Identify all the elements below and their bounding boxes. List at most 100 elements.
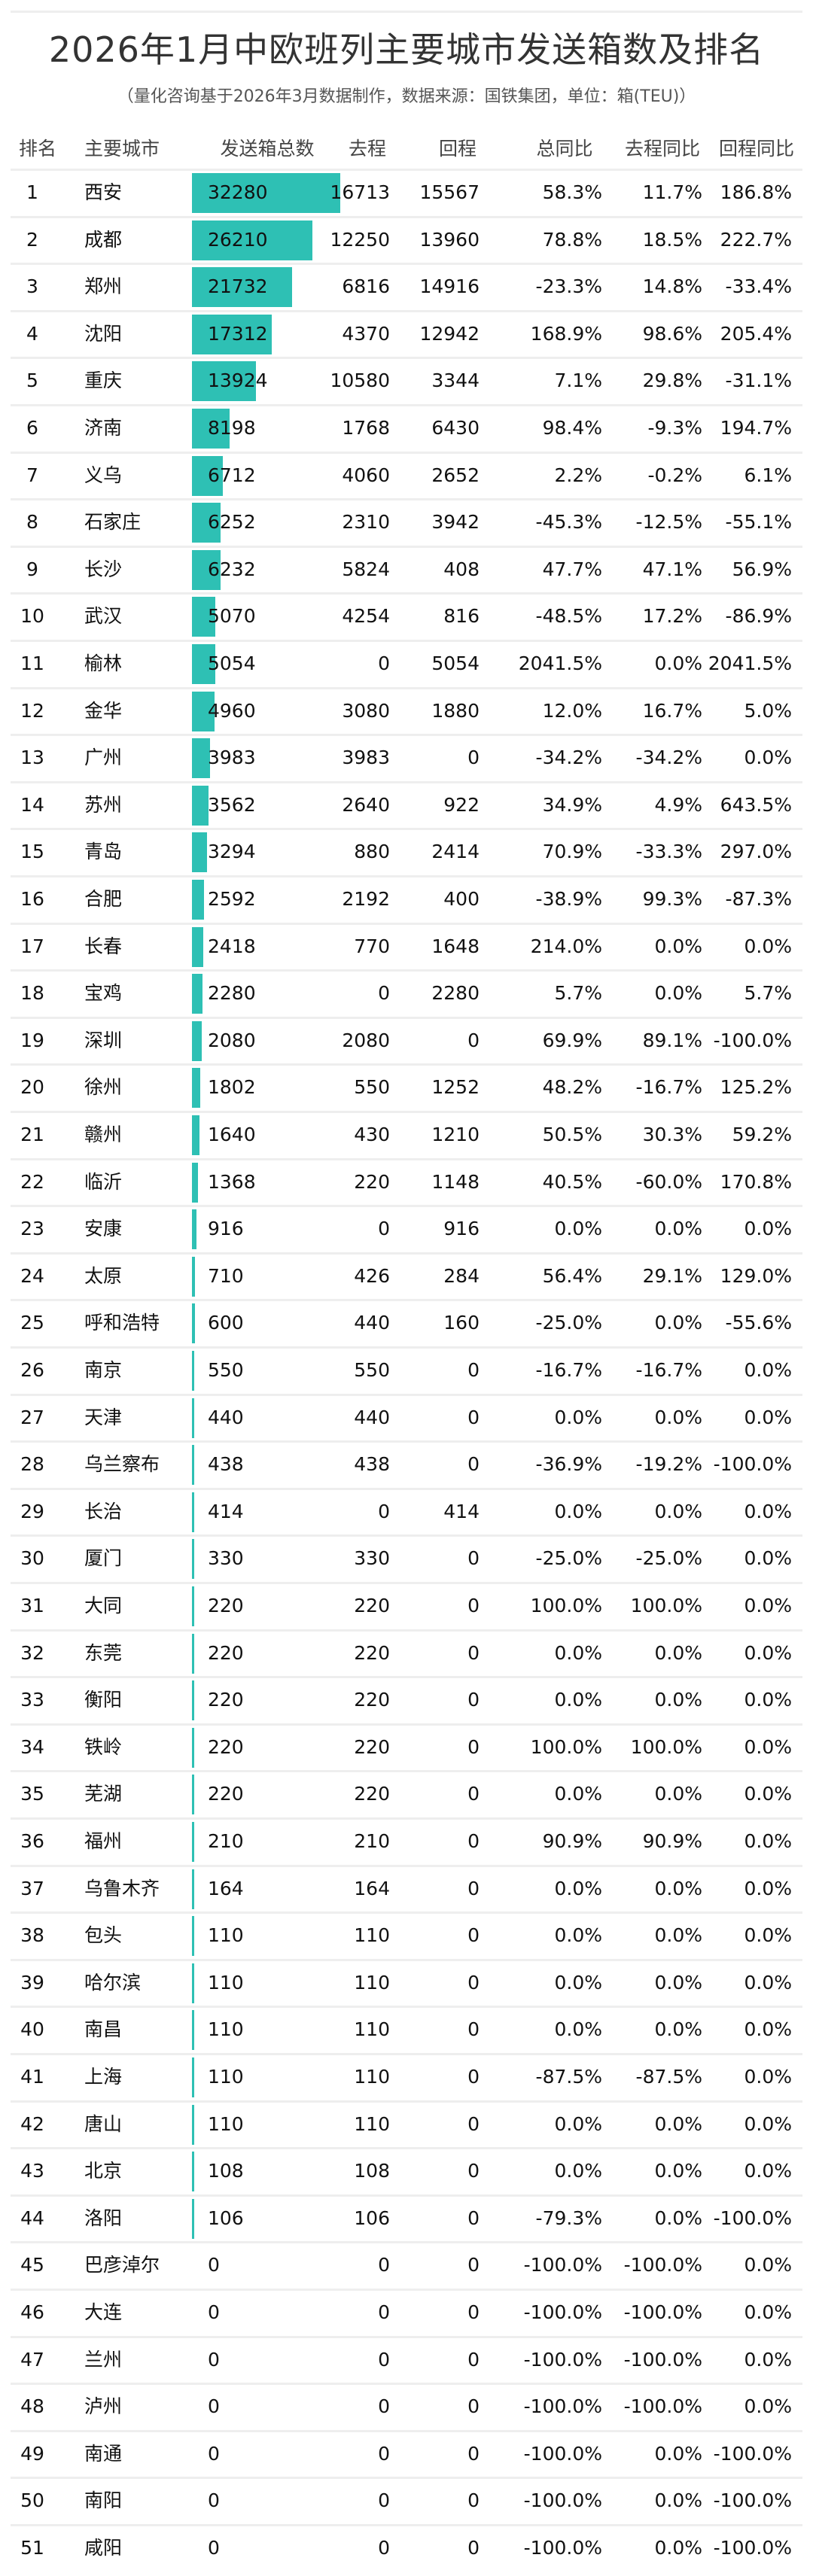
cell-outbound: 0 bbox=[378, 2442, 390, 2465]
cell-inbound: 3344 bbox=[431, 370, 480, 392]
total-bar bbox=[192, 455, 223, 496]
cell-city: 长沙 bbox=[84, 558, 123, 580]
cell-inbound-yoy: -86.9% bbox=[725, 605, 792, 628]
cell-city: 宝鸡 bbox=[84, 982, 123, 1005]
cell-city: 北京 bbox=[84, 2160, 123, 2182]
cell-inbound-yoy: 0.0% bbox=[744, 2395, 792, 2418]
cell-outbound-yoy: -100.0% bbox=[623, 2301, 702, 2323]
cell-total: 8198 bbox=[208, 417, 256, 439]
cell-outbound-yoy: 0.0% bbox=[654, 1971, 702, 1994]
cell-city: 天津 bbox=[84, 1406, 123, 1428]
cell-outbound-yoy: 17.2% bbox=[642, 605, 702, 628]
cell-city: 徐州 bbox=[84, 1076, 123, 1099]
cell-inbound-yoy: 0.0% bbox=[744, 935, 792, 957]
cell-total-yoy: 214.0% bbox=[530, 935, 602, 957]
cell-outbound-yoy: -9.3% bbox=[647, 417, 702, 439]
cell-outbound-yoy: -19.2% bbox=[635, 1453, 702, 1476]
cell-outbound: 164 bbox=[354, 1877, 390, 1899]
cell-inbound: 0 bbox=[467, 2442, 480, 2465]
cell-inbound-yoy: -31.1% bbox=[725, 370, 792, 392]
table-row: 51 咸阳 0 0 0 -100.0% 0.0% -100.0% bbox=[11, 2524, 802, 2571]
cell-inbound: 6430 bbox=[431, 417, 480, 439]
cell-total-yoy: -36.9% bbox=[535, 1453, 602, 1476]
table-row: 37 乌鲁木齐 164 164 0 0.0% 0.0% 0.0% bbox=[11, 1864, 802, 1912]
cell-outbound: 4254 bbox=[342, 605, 390, 628]
cell-rank: 40 bbox=[20, 2018, 44, 2041]
cell-inbound: 816 bbox=[443, 605, 480, 628]
cell-inbound-yoy: 0.0% bbox=[744, 1500, 792, 1522]
cell-city: 青岛 bbox=[84, 841, 123, 863]
cell-rank: 23 bbox=[20, 1218, 44, 1240]
cell-inbound: 14916 bbox=[419, 275, 480, 298]
cell-outbound: 0 bbox=[378, 1218, 390, 1240]
cell-outbound-yoy: -0.2% bbox=[647, 464, 702, 486]
cell-outbound: 0 bbox=[378, 2537, 390, 2559]
cell-outbound: 0 bbox=[378, 652, 390, 674]
table-row: 8 石家庄 6252 2310 3942 -45.3% -12.5% -55.1% bbox=[11, 498, 802, 546]
cell-inbound: 0 bbox=[467, 2066, 480, 2088]
cell-inbound: 0 bbox=[467, 2301, 480, 2323]
cell-inbound-yoy: 0.0% bbox=[744, 1971, 792, 1994]
cell-total-yoy: 0.0% bbox=[554, 1218, 602, 1240]
cell-total: 21732 bbox=[208, 275, 268, 298]
cell-rank: 18 bbox=[20, 982, 44, 1005]
total-bar bbox=[192, 785, 209, 826]
table-row: 10 武汉 5070 4254 816 -48.5% 17.2% -86.9% bbox=[11, 592, 802, 640]
total-bar bbox=[192, 1115, 199, 1155]
cell-outbound-yoy: -34.2% bbox=[635, 747, 702, 769]
table-row: 49 南通 0 0 0 -100.0% 0.0% -100.0% bbox=[11, 2429, 802, 2477]
cell-total: 6252 bbox=[208, 511, 256, 534]
cell-total-yoy: -16.7% bbox=[535, 1359, 602, 1381]
cell-city: 衡阳 bbox=[84, 1689, 123, 1711]
cell-total-yoy: 48.2% bbox=[542, 1076, 602, 1099]
cell-total: 414 bbox=[208, 1500, 244, 1522]
cell-city: 南阳 bbox=[84, 2489, 123, 2512]
cell-city: 芜湖 bbox=[84, 1783, 123, 1805]
cell-city: 咸阳 bbox=[84, 2537, 123, 2559]
table-row: 13 广州 3983 3983 0 -34.2% -34.2% 0.0% bbox=[11, 734, 802, 781]
cell-total-yoy: -34.2% bbox=[535, 747, 602, 769]
cell-total: 220 bbox=[208, 1689, 244, 1711]
column-header: 回程同比 bbox=[718, 138, 794, 160]
cell-inbound-yoy: 56.9% bbox=[732, 558, 792, 580]
column-header: 总同比 bbox=[536, 138, 593, 160]
table-row: 21 赣州 1640 430 1210 50.5% 30.3% 59.2% bbox=[11, 1111, 802, 1158]
cell-total: 0 bbox=[208, 2395, 220, 2418]
table-row: 17 长春 2418 770 1648 214.0% 0.0% 0.0% bbox=[11, 922, 802, 970]
cell-inbound-yoy: 0.0% bbox=[744, 2254, 792, 2276]
cell-inbound: 0 bbox=[467, 2395, 480, 2418]
cell-rank: 12 bbox=[20, 699, 44, 722]
cell-inbound: 13960 bbox=[419, 228, 480, 251]
cell-rank: 47 bbox=[20, 2348, 44, 2371]
cell-outbound: 4370 bbox=[342, 322, 390, 345]
cell-total-yoy: -100.0% bbox=[523, 2301, 602, 2323]
cell-outbound-yoy: -100.0% bbox=[623, 2395, 702, 2418]
cell-total-yoy: -79.3% bbox=[535, 2206, 602, 2229]
table-row: 11 榆林 5054 0 5054 2041.5% 0.0% 2041.5% bbox=[11, 640, 802, 687]
cell-rank: 29 bbox=[20, 1500, 44, 1522]
total-bar bbox=[192, 1822, 194, 1862]
cell-total-yoy: 70.9% bbox=[542, 841, 602, 863]
cell-outbound: 3080 bbox=[342, 699, 390, 722]
cell-rank: 7 bbox=[26, 464, 38, 486]
cell-total-yoy: -100.0% bbox=[523, 2348, 602, 2371]
table-row: 34 铁岭 220 220 0 100.0% 100.0% 0.0% bbox=[11, 1723, 802, 1771]
cell-inbound-yoy: 129.0% bbox=[720, 1264, 792, 1287]
cell-inbound: 0 bbox=[467, 1595, 480, 1616]
cell-rank: 39 bbox=[20, 1971, 44, 1994]
cell-total: 330 bbox=[208, 1547, 244, 1570]
cell-rank: 51 bbox=[20, 2537, 44, 2559]
cell-outbound: 440 bbox=[354, 1312, 390, 1334]
cell-inbound-yoy: 0.0% bbox=[744, 1830, 792, 1852]
cell-outbound-yoy: 0.0% bbox=[654, 1924, 702, 1947]
cell-rank: 20 bbox=[20, 1076, 44, 1099]
cell-total: 0 bbox=[208, 2348, 220, 2371]
cell-inbound: 0 bbox=[467, 2348, 480, 2371]
cell-city: 唐山 bbox=[84, 2112, 123, 2135]
cell-total-yoy: -45.3% bbox=[535, 511, 602, 534]
cell-outbound: 220 bbox=[354, 1595, 390, 1616]
cell-outbound-yoy: 0.0% bbox=[654, 935, 702, 957]
